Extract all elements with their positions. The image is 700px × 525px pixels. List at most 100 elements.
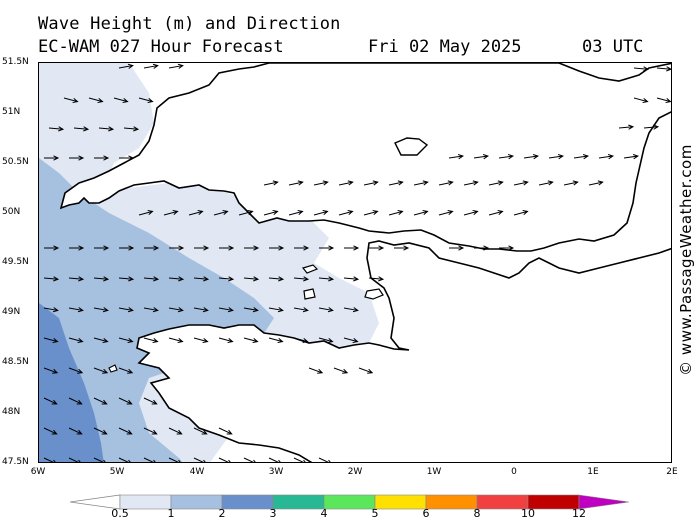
wave-direction-arrow: [193, 307, 209, 313]
wave-direction-arrow: [48, 126, 65, 132]
wave-direction-arrow: [93, 397, 108, 405]
wave-direction-arrow: [344, 245, 360, 251]
wave-direction-arrow: [94, 245, 110, 251]
wave-direction-arrow: [263, 209, 279, 216]
wave-direction-arrow: [488, 209, 504, 216]
wave-direction-arrow: [143, 457, 156, 462]
legend-color-cell: [323, 494, 376, 510]
wave-direction-arrow: [143, 307, 159, 313]
wave-direction-arrow: [118, 63, 134, 69]
lat-label: 50N: [2, 207, 21, 217]
wave-direction-arrow: [293, 457, 306, 462]
wave-direction-arrow: [93, 457, 106, 462]
lon-label: 5W: [109, 467, 125, 477]
wave-direction-arrow: [656, 66, 671, 72]
wave-direction-arrow: [193, 427, 208, 435]
wave-direction-arrow: [269, 245, 285, 251]
wave-direction-arrow: [413, 209, 429, 216]
wave-direction-arrow: [498, 154, 515, 160]
legend-color-cell: [272, 494, 325, 510]
legend-label: 10: [521, 507, 535, 520]
lon-label: 2E: [666, 467, 678, 477]
wave-direction-arrow: [68, 367, 84, 374]
lat-label: 50.5N: [2, 157, 29, 167]
wave-direction-arrow: [118, 276, 135, 282]
legend-label: 5: [371, 507, 379, 520]
wave-direction-arrow: [143, 397, 158, 405]
credit-text: © www.PassageWeather.com: [677, 144, 695, 376]
england-land: [59, 63, 671, 252]
legend-color-cell: [221, 494, 274, 510]
wave-direction-arrow: [73, 126, 90, 132]
wave-direction-arrow: [243, 337, 259, 344]
wave-direction-arrow: [513, 209, 529, 216]
legend-label: 6: [422, 507, 430, 520]
wave-direction-arrow: [573, 154, 590, 160]
wave-direction-arrow: [388, 209, 404, 216]
alderney: [301, 264, 319, 274]
wave-direction-arrow: [68, 276, 85, 282]
lat-label: 49N: [2, 307, 21, 317]
wave-direction-arrow: [218, 337, 234, 344]
wave-direction-arrow: [368, 276, 385, 282]
wave-direction-arrow: [343, 276, 360, 282]
wave-direction-arrow: [188, 209, 204, 216]
lon-label: 1W: [426, 467, 442, 477]
wave-direction-arrow: [513, 180, 529, 186]
wave-direction-arrow: [244, 245, 260, 251]
wave-direction-arrow: [218, 276, 235, 282]
lat-label: 47.5N: [2, 457, 29, 467]
wave-direction-arrow: [168, 63, 184, 69]
wave-direction-arrow: [388, 180, 404, 186]
wave-direction-arrow: [143, 276, 160, 282]
wave-direction-arrow: [363, 180, 379, 186]
legend-label: 8: [473, 507, 481, 520]
wave-direction-arrow: [68, 427, 83, 435]
wave-direction-arrow: [93, 276, 110, 282]
wave-direction-arrow: [98, 126, 115, 132]
wave-direction-arrow: [318, 457, 331, 462]
wave-direction-arrow: [449, 245, 465, 251]
wave-direction-arrow: [143, 337, 159, 344]
wave-direction-arrow: [633, 66, 650, 72]
wave-direction-arrow: [118, 307, 134, 313]
wave-direction-arrow: [268, 276, 285, 282]
lon-label: 3W: [268, 467, 284, 477]
wave-direction-arrow: [119, 155, 135, 161]
wave-direction-arrow: [168, 427, 183, 435]
wave-direction-arrow: [288, 209, 304, 216]
wave-direction-arrow: [318, 276, 335, 282]
wave-direction-arrow: [93, 427, 108, 435]
wave-direction-arrow: [138, 97, 154, 104]
lon-label: 0: [511, 467, 517, 477]
wave-direction-arrow: [588, 180, 604, 186]
wave-direction-arrow: [293, 276, 310, 282]
legend-label: 3: [269, 507, 277, 520]
wave-direction-arrow: [288, 180, 304, 186]
wave-direction-arrow: [63, 97, 79, 104]
wave-direction-arrow: [343, 337, 359, 344]
legend-label: 12: [572, 507, 586, 520]
wave-direction-arrow: [193, 337, 209, 344]
wave-direction-arrow: [623, 154, 640, 160]
legend-label: 4: [320, 507, 328, 520]
lat-label: 48N: [2, 407, 21, 417]
wave-direction-arrow: [598, 154, 615, 160]
wave-direction-arrow: [268, 457, 281, 462]
wave-direction-arrow: [318, 337, 334, 344]
wave-direction-arrow: [294, 245, 310, 251]
lat-label: 51N: [2, 107, 21, 117]
wave-direction-arrow: [168, 457, 181, 462]
forecast-model-label: EC-WAM 027 Hour Forecast: [38, 37, 284, 57]
wave-direction-arrow: [263, 180, 279, 186]
wave-direction-arrow: [94, 155, 110, 161]
wave-direction-arrow: [43, 276, 60, 282]
wave-direction-arrow: [563, 180, 579, 186]
wave-direction-arrow: [144, 245, 160, 251]
legend-label: 1: [167, 507, 175, 520]
wave-direction-arrow: [438, 180, 454, 186]
wave-direction-arrow: [68, 397, 83, 405]
wave-direction-arrow: [308, 367, 324, 374]
wave-direction-arrow: [118, 427, 133, 435]
wave-direction-arrow: [43, 397, 58, 405]
